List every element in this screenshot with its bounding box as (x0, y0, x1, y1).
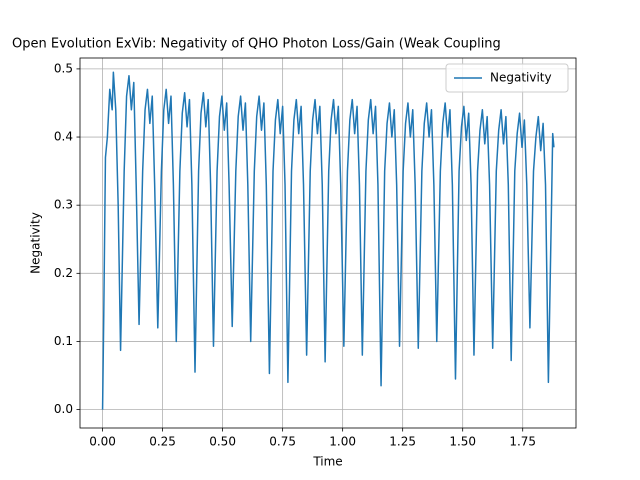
x-tick-label: 1.00 (329, 435, 356, 449)
x-tick-label: 0.00 (89, 435, 116, 449)
legend-box (445, 63, 569, 93)
x-tick-label: 1.50 (449, 435, 476, 449)
y-tick-label: 0.0 (54, 402, 73, 416)
y-tick-label: 0.3 (54, 198, 73, 212)
x-tick-label: 0.50 (209, 435, 236, 449)
data-line (101, 71, 555, 410)
plot-frame (79, 57, 577, 429)
x-tick-label: 1.75 (509, 435, 536, 449)
x-tick-label: 0.25 (149, 435, 176, 449)
chart-title: Open Evolution ExVib: Negativity of QHO … (12, 37, 501, 52)
y-tick-label: 0.5 (54, 61, 73, 75)
y-tick-label: 0.2 (54, 266, 73, 280)
y-tick-label: 0.4 (54, 130, 73, 144)
x-tick-label: 1.25 (389, 435, 416, 449)
y-tick-label: 0.1 (54, 334, 73, 348)
x-axis-label: Time (312, 455, 342, 469)
legend-label: Negativity (490, 71, 552, 85)
y-axis-label: Negativity (29, 212, 43, 274)
x-tick-label: 0.75 (269, 435, 296, 449)
